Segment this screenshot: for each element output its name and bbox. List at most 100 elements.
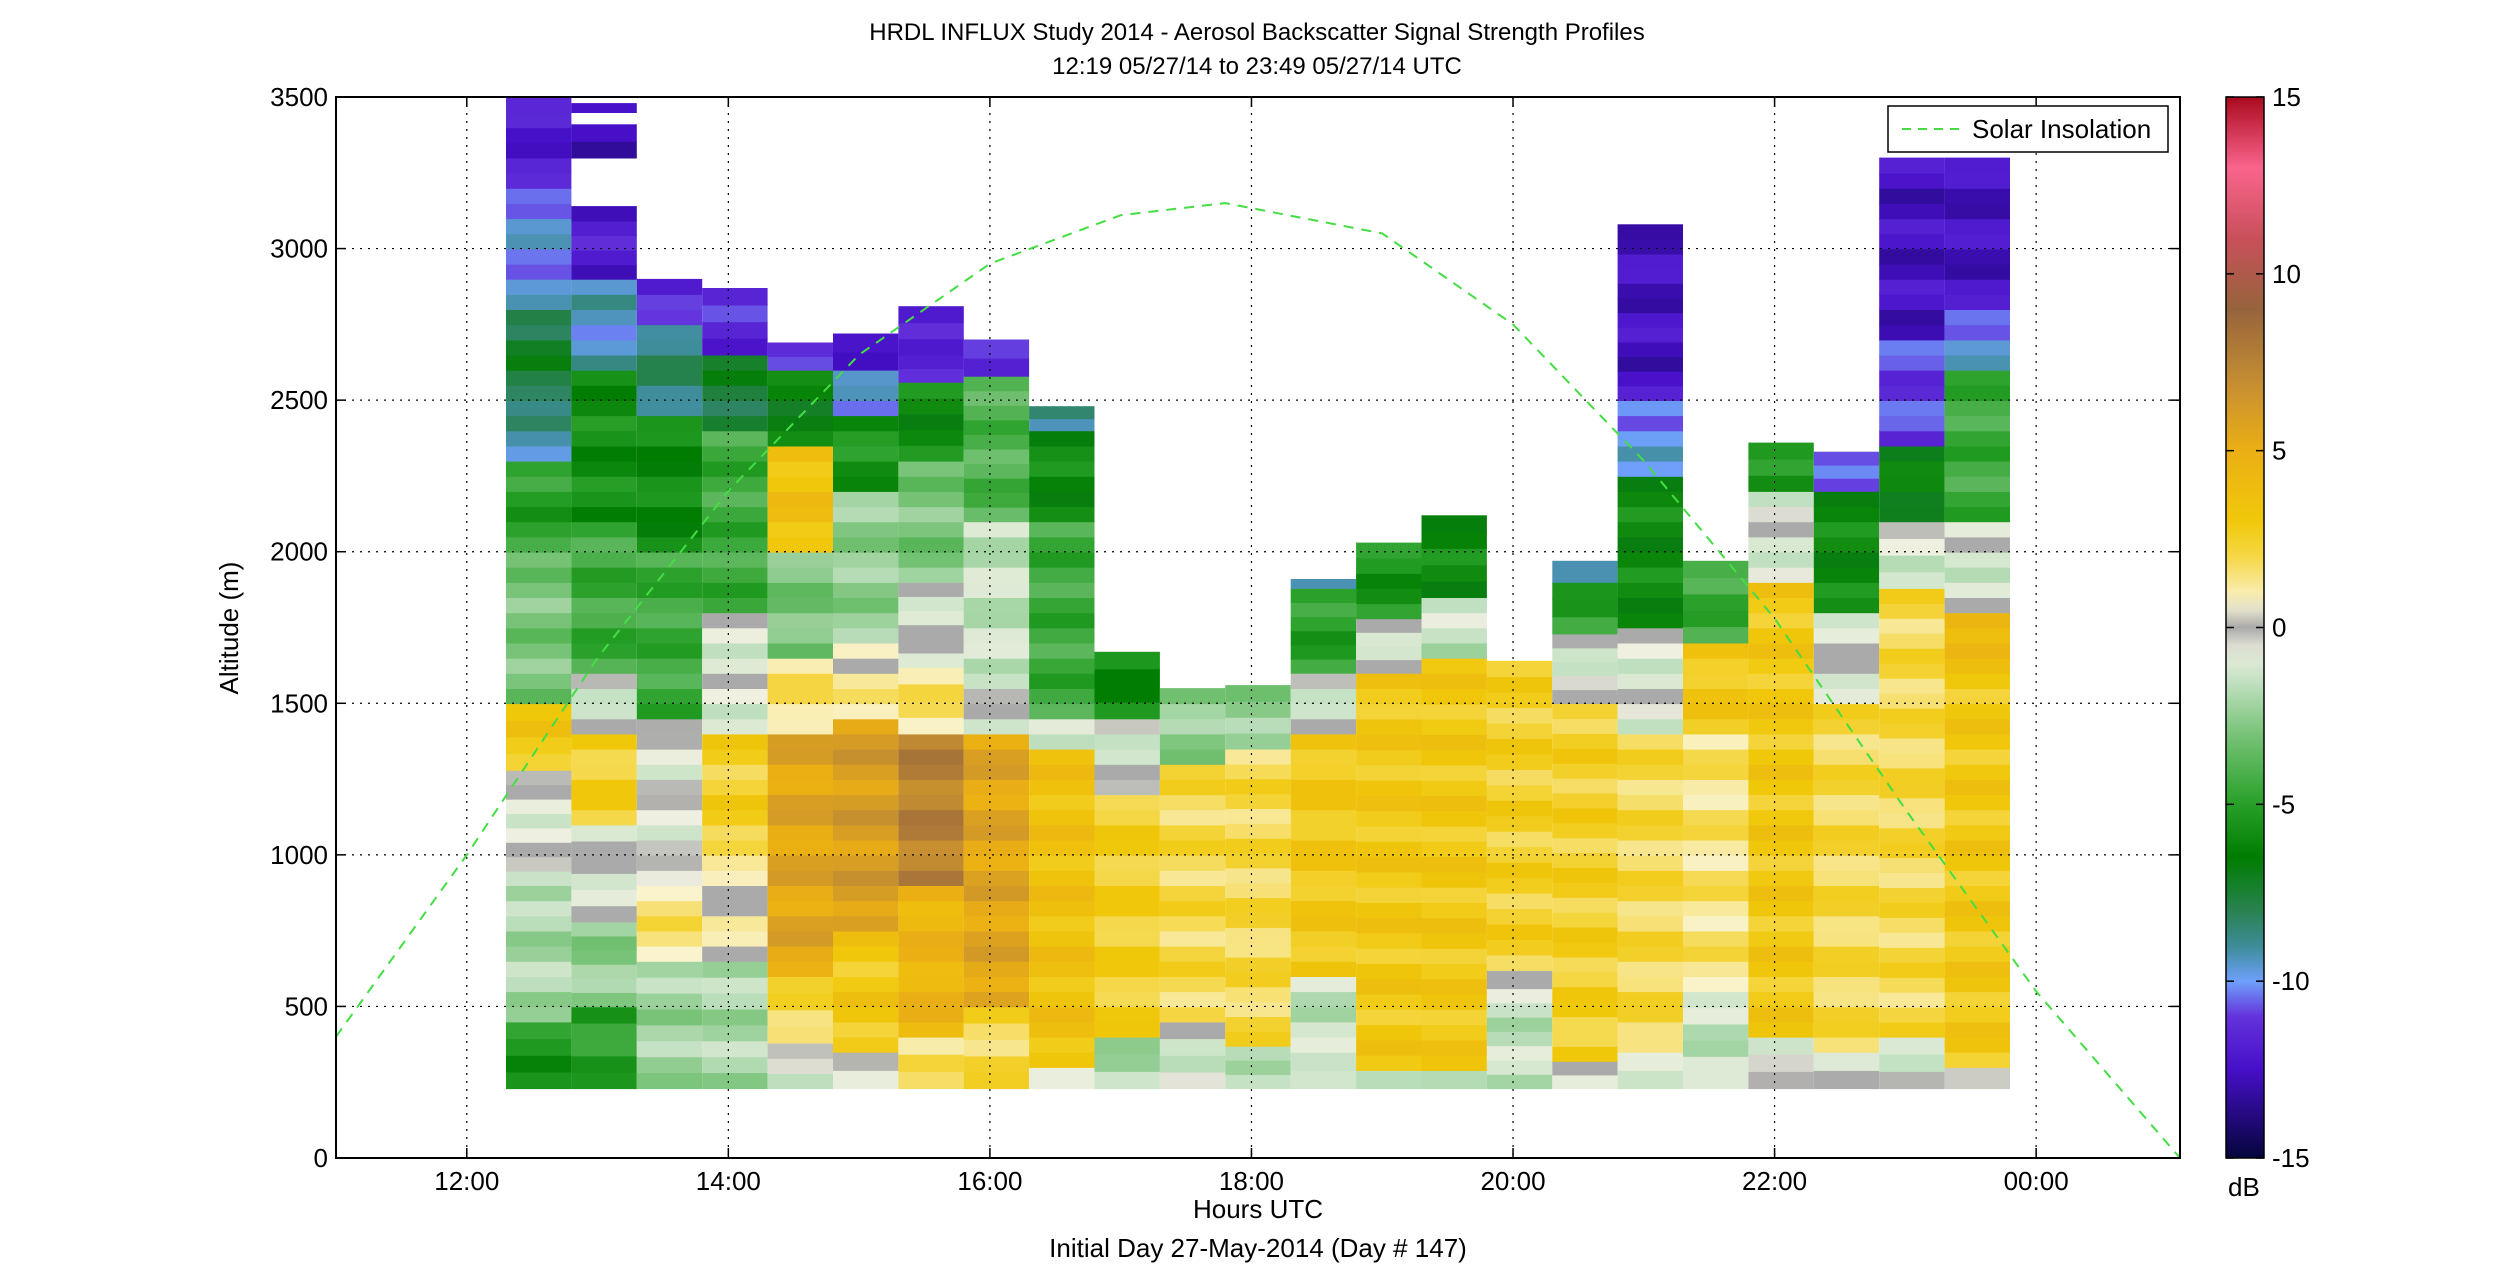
heatmap-cell <box>833 976 899 993</box>
heatmap-cell <box>767 582 833 598</box>
heatmap-cell <box>833 885 899 902</box>
heatmap-cell <box>833 703 899 720</box>
heatmap-cell <box>1944 172 2010 189</box>
heatmap-cell <box>1748 930 1814 947</box>
heatmap-cell <box>1748 991 1814 1008</box>
heatmap-cell <box>767 400 833 417</box>
heatmap-cell <box>636 566 703 583</box>
heatmap-cell <box>1552 1016 1618 1032</box>
heatmap-cell <box>833 991 899 1008</box>
heatmap-cell <box>1225 956 1291 973</box>
profile-column <box>1356 542 1422 1090</box>
heatmap-cell <box>506 798 572 814</box>
heatmap-cell <box>506 703 572 721</box>
heatmap-cell <box>636 673 703 689</box>
heatmap-cell <box>963 703 1030 720</box>
y-tick-label: 2000 <box>270 537 328 567</box>
heatmap-cell <box>898 624 964 640</box>
heatmap-cell <box>1421 657 1487 674</box>
heatmap-cell <box>1356 688 1422 705</box>
heatmap-cell <box>1879 1053 1945 1072</box>
profile-column <box>1879 157 1945 1090</box>
heatmap-cell <box>1944 794 2010 811</box>
heatmap-cell <box>1683 930 1749 947</box>
heatmap-cell <box>1944 566 2010 583</box>
chart-subtitle: 12:19 05/27/14 to 23:49 05/27/14 UTC <box>1052 53 1462 80</box>
heatmap-cell <box>571 748 637 765</box>
heatmap-cell <box>1552 882 1618 898</box>
heatmap-cell <box>898 824 964 841</box>
heatmap-cell <box>702 763 768 780</box>
heatmap-cell <box>1617 297 1683 314</box>
heatmap-cell <box>1617 370 1683 387</box>
heatmap-cell <box>1159 1071 1226 1090</box>
heatmap-cell <box>833 945 899 962</box>
heatmap-cell <box>1486 908 1553 925</box>
heatmap-cell <box>767 566 833 583</box>
heatmap-cell <box>1356 1009 1422 1026</box>
heatmap-cell <box>1879 1021 1945 1038</box>
heatmap-cell <box>1486 988 1553 1004</box>
heatmap-cell <box>636 779 703 796</box>
heatmap-cell <box>702 900 768 917</box>
heatmap-cell <box>702 748 768 765</box>
colorbar-unit: dB <box>2228 1172 2260 1202</box>
heatmap-cell <box>702 718 768 735</box>
heatmap-cell <box>636 324 703 341</box>
heatmap-cell <box>1356 718 1422 735</box>
heatmap-cell <box>1944 627 2010 644</box>
heatmap-cell <box>1879 797 1945 814</box>
heatmap-cell <box>1748 474 1814 492</box>
heatmap-cell <box>571 889 637 907</box>
heatmap-cell <box>702 945 768 962</box>
heatmap-cell <box>636 885 703 902</box>
heatmap-cell <box>1748 491 1814 508</box>
heatmap-cell <box>1486 846 1553 863</box>
heatmap-cell <box>1683 1072 1749 1090</box>
heatmap-cell <box>833 809 899 826</box>
heatmap-cell <box>1617 1070 1683 1090</box>
heatmap-cell <box>1748 824 1814 841</box>
heatmap-cell <box>1486 877 1553 894</box>
heatmap-cell <box>1879 400 1945 417</box>
heatmap-cell <box>1813 1051 1880 1071</box>
y-tick-label: 3500 <box>270 82 328 112</box>
heatmap-cell <box>833 475 899 492</box>
heatmap-cell <box>963 390 1030 406</box>
heatmap-cell <box>1486 861 1553 879</box>
heatmap-cell <box>1683 854 1749 871</box>
heatmap-cell <box>1879 887 1945 903</box>
heatmap-cell <box>833 351 899 371</box>
heatmap-cell <box>833 597 899 614</box>
heatmap-cell <box>1356 632 1422 647</box>
heatmap-cell <box>833 445 899 462</box>
heatmap-cell <box>963 419 1030 435</box>
heatmap-cell <box>636 992 703 1010</box>
heatmap-cell <box>702 1040 768 1058</box>
heatmap-cell <box>1159 976 1226 993</box>
heatmap-cell <box>1290 930 1357 947</box>
heatmap-cell <box>1879 187 1945 204</box>
heatmap-cell <box>898 322 964 340</box>
heatmap-cell <box>571 1022 637 1040</box>
heatmap-cell <box>1552 689 1618 704</box>
heatmap-cell <box>1879 618 1945 634</box>
heatmap-cell <box>506 627 572 644</box>
heatmap-cell <box>1225 763 1291 780</box>
heatmap-cell <box>1683 733 1749 750</box>
heatmap-cell <box>767 521 833 538</box>
heatmap-cell <box>1683 688 1749 705</box>
heatmap-cell <box>1356 542 1422 559</box>
heatmap-cell <box>1225 912 1291 928</box>
heatmap-cell <box>1944 324 2010 341</box>
heatmap-cell <box>571 385 637 401</box>
heatmap-cell <box>1683 961 1749 977</box>
heatmap-cell <box>1813 915 1880 932</box>
heatmap-cell <box>1486 691 1553 709</box>
heatmap-cell <box>506 324 572 341</box>
heatmap-cell <box>898 382 964 399</box>
heatmap-cell <box>1617 506 1683 523</box>
heatmap-cell <box>767 885 833 902</box>
heatmap-cell <box>1944 203 2010 220</box>
heatmap-cell <box>636 491 703 508</box>
